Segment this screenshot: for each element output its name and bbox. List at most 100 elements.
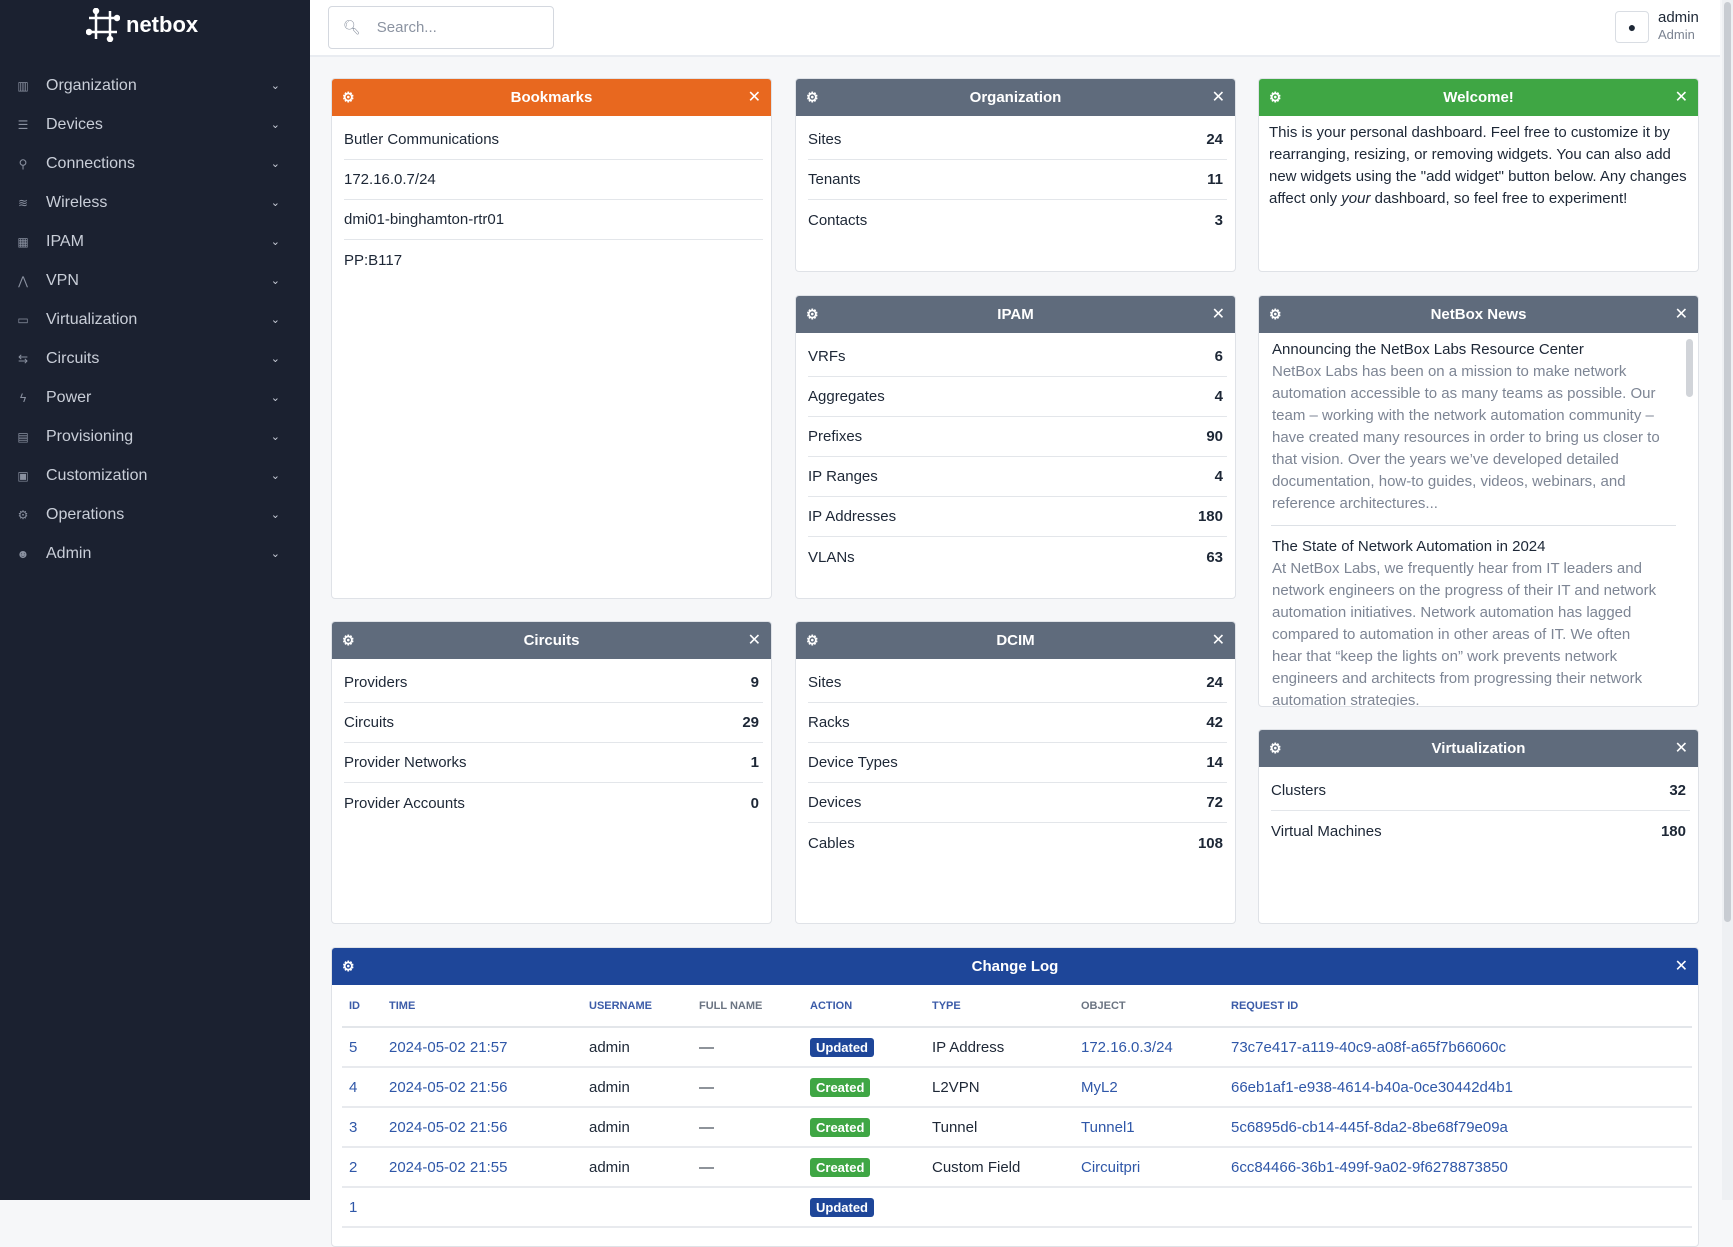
id-link[interactable]: 4: [342, 1067, 382, 1108]
gear-icon[interactable]: ⚙: [806, 306, 819, 322]
news-title[interactable]: Announcing the NetBox Labs Resource Cent…: [1272, 341, 1584, 358]
column-header[interactable]: ID: [342, 985, 382, 1028]
request-id-link[interactable]: [1224, 1187, 1692, 1228]
request-id-link[interactable]: 5c6895d6-cb14-445f-8da2-8be68f79e09a: [1224, 1107, 1692, 1148]
id-link[interactable]: 3: [342, 1107, 382, 1148]
widget-header[interactable]: ⚙ Virtualization ✕: [1259, 730, 1698, 767]
netbox-logo[interactable]: netbox: [86, 8, 198, 42]
stat-row[interactable]: Cables 108: [808, 823, 1227, 863]
sidebar-item-devices[interactable]: ☰ Devices ⌄: [0, 105, 310, 144]
close-icon[interactable]: ✕: [747, 89, 761, 106]
sidebar-item-operations[interactable]: ⚙ Operations ⌄: [0, 495, 310, 534]
stat-label[interactable]: Sites: [808, 131, 842, 148]
gear-icon[interactable]: ⚙: [1269, 306, 1282, 322]
stat-label[interactable]: Devices: [808, 794, 862, 811]
table-row[interactable]: 1 Updated: [342, 1187, 1692, 1228]
widget-header[interactable]: ⚙ IPAM ✕: [796, 296, 1235, 333]
gear-icon[interactable]: ⚙: [806, 89, 819, 105]
bookmark-item[interactable]: PP:B117: [344, 240, 763, 280]
bookmark-item[interactable]: 172.16.0.7/24: [344, 160, 763, 200]
time-link[interactable]: 2024-05-02 21:57: [382, 1027, 582, 1068]
time-link[interactable]: 2024-05-02 21:56: [382, 1067, 582, 1108]
stat-row[interactable]: VRFs 6: [808, 337, 1227, 377]
stat-row[interactable]: Racks 42: [808, 703, 1227, 743]
gear-icon[interactable]: ⚙: [342, 632, 355, 648]
stat-row[interactable]: Device Types 14: [808, 743, 1227, 783]
column-header[interactable]: ACTION: [803, 985, 925, 1028]
theme-toggle-button[interactable]: ●: [1615, 11, 1649, 43]
bookmark-link[interactable]: PP:B117: [344, 251, 403, 269]
widget-header[interactable]: ⚙ NetBox News ✕: [1259, 296, 1698, 333]
news-scrollbar[interactable]: [1686, 339, 1693, 397]
sidebar-item-admin[interactable]: ☻ Admin ⌄: [0, 534, 310, 573]
close-icon[interactable]: ✕: [1674, 958, 1688, 975]
sidebar-item-provisioning[interactable]: ▤ Provisioning ⌄: [0, 417, 310, 456]
stat-row[interactable]: Contacts 3: [808, 200, 1227, 240]
stat-row[interactable]: Circuits 29: [344, 703, 763, 743]
gear-icon[interactable]: ⚙: [342, 89, 355, 105]
table-row[interactable]: 3 2024-05-02 21:56 admin — Created Tunnel Tunn…: [342, 1107, 1692, 1148]
stat-row[interactable]: IP Ranges 4: [808, 457, 1227, 497]
stat-label[interactable]: Providers: [344, 674, 408, 691]
stat-label[interactable]: VLANs: [808, 548, 855, 566]
user-menu[interactable]: admin Admin: [1658, 9, 1699, 43]
news-title[interactable]: The State of Network Automation in 2024: [1272, 538, 1546, 555]
stat-label[interactable]: Racks: [808, 714, 850, 731]
object-link[interactable]: Tunnel1: [1074, 1107, 1224, 1148]
object-link[interactable]: 172.16.0.3/24: [1074, 1027, 1224, 1068]
stat-row[interactable]: Providers 9: [344, 663, 763, 703]
column-header[interactable]: TIME: [382, 985, 582, 1028]
stat-label[interactable]: Contacts: [808, 211, 868, 229]
close-icon[interactable]: ✕: [747, 632, 761, 649]
stat-label[interactable]: Circuits: [344, 714, 395, 731]
stat-label[interactable]: IP Addresses: [808, 508, 897, 525]
bookmark-link[interactable]: 172.16.0.7/24: [344, 171, 436, 188]
stat-label[interactable]: Sites: [808, 674, 842, 691]
stat-label[interactable]: Clusters: [1271, 782, 1327, 799]
gear-icon[interactable]: ⚙: [1269, 89, 1282, 105]
request-id-link[interactable]: 66eb1af1-e938-4614-b40a-0ce30442d4b1: [1224, 1067, 1692, 1108]
id-link[interactable]: 5: [342, 1027, 382, 1068]
stat-row[interactable]: Aggregates 4: [808, 377, 1227, 417]
close-icon[interactable]: ✕: [1674, 306, 1688, 323]
sidebar-item-circuits[interactable]: ⇆ Circuits ⌄: [0, 339, 310, 378]
widget-header[interactable]: ⚙ Welcome! ✕: [1259, 79, 1698, 116]
close-icon[interactable]: ✕: [1211, 632, 1225, 649]
object-link[interactable]: Circuitpri: [1074, 1147, 1224, 1188]
stat-row[interactable]: Sites 24: [808, 120, 1227, 160]
stat-row[interactable]: Devices 72: [808, 783, 1227, 823]
sidebar-item-customization[interactable]: ▣ Customization ⌄: [0, 456, 310, 495]
gear-icon[interactable]: ⚙: [806, 632, 819, 648]
sidebar-item-virtualization[interactable]: ▭ Virtualization ⌄: [0, 300, 310, 339]
stat-label[interactable]: VRFs: [808, 348, 846, 365]
stat-row[interactable]: Virtual Machines 180: [1271, 811, 1690, 851]
stat-row[interactable]: Clusters 32: [1271, 771, 1690, 811]
sidebar-item-ipam[interactable]: ▦ IPAM ⌄: [0, 222, 310, 261]
gear-icon[interactable]: ⚙: [1269, 740, 1282, 756]
widget-header[interactable]: ⚙ Bookmarks ✕: [332, 79, 771, 116]
column-header[interactable]: FULL NAME: [692, 985, 803, 1028]
request-id-link[interactable]: 6cc84466-36b1-499f-9a02-9f6278873850: [1224, 1147, 1692, 1188]
widget-header[interactable]: ⚙ Change Log ✕: [332, 948, 1698, 985]
sidebar-item-wireless[interactable]: ≋ Wireless ⌄: [0, 183, 310, 222]
stat-label[interactable]: IP Ranges: [808, 468, 878, 485]
close-icon[interactable]: ✕: [1211, 89, 1225, 106]
stat-label[interactable]: Cables: [808, 834, 855, 852]
time-link[interactable]: 2024-05-02 21:55: [382, 1147, 582, 1188]
sidebar-item-vpn[interactable]: ⋀ VPN ⌄: [0, 261, 310, 300]
time-link[interactable]: 2024-05-02 21:56: [382, 1107, 582, 1148]
stat-row[interactable]: IP Addresses 180: [808, 497, 1227, 537]
stat-row[interactable]: VLANs 63: [808, 537, 1227, 577]
column-header[interactable]: USERNAME: [582, 985, 692, 1028]
table-row[interactable]: 2 2024-05-02 21:55 admin — Created Custom Fie…: [342, 1147, 1692, 1188]
close-icon[interactable]: ✕: [1674, 740, 1688, 757]
request-id-link[interactable]: 73c7e417-a119-40c9-a08f-a65f7b66060c: [1224, 1027, 1692, 1068]
object-link[interactable]: [1074, 1187, 1224, 1228]
close-icon[interactable]: ✕: [1211, 306, 1225, 323]
sidebar-item-power[interactable]: ϟ Power ⌄: [0, 378, 310, 417]
widget-header[interactable]: ⚙ DCIM ✕: [796, 622, 1235, 659]
close-icon[interactable]: ✕: [1674, 89, 1688, 106]
search-input[interactable]: 🔍︎ Search...: [328, 6, 554, 49]
column-header[interactable]: REQUEST ID: [1224, 985, 1692, 1028]
stat-label[interactable]: Tenants: [808, 171, 861, 188]
